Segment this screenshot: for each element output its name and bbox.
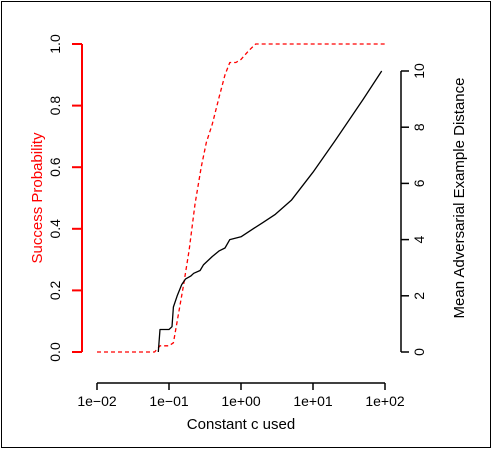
left-tick-label: 0.6 <box>47 157 63 177</box>
right-tick-label: 6 <box>411 179 427 187</box>
right-tick-label: 2 <box>411 292 427 300</box>
x-tick-label: 1e+02 <box>365 393 405 409</box>
right-tick-label: 8 <box>411 123 427 131</box>
right-tick-label: 0 <box>411 348 427 356</box>
bottom-axis: 1e−02 1e−01 1e+00 1e+01 1e+02 <box>77 382 405 409</box>
x-axis-label: Constant c used <box>187 416 295 433</box>
right-tick-label: 10 <box>411 63 427 79</box>
right-axis: 0 2 4 6 8 10 <box>400 63 427 356</box>
mean-distance-line <box>157 70 383 353</box>
left-axis: 0.0 0.2 0.4 0.6 0.8 1.0 <box>47 34 83 362</box>
left-axis-label: Success Probability <box>29 132 46 263</box>
right-axis-label: Mean Adversarial Example Distance <box>451 78 468 319</box>
x-tick-label: 1e−01 <box>149 393 189 409</box>
success-probability-line <box>97 43 385 353</box>
left-tick-label: 0.8 <box>47 96 63 116</box>
left-tick-label: 0.0 <box>47 342 63 362</box>
right-tick-label: 4 <box>411 235 427 243</box>
x-tick-label: 1e+01 <box>293 393 333 409</box>
x-tick-label: 1e+00 <box>221 393 261 409</box>
left-tick-label: 0.4 <box>47 219 63 239</box>
series-layer <box>97 43 385 353</box>
left-tick-label: 1.0 <box>47 34 63 54</box>
left-tick-label: 0.2 <box>47 280 63 300</box>
x-tick-label: 1e−02 <box>77 393 117 409</box>
